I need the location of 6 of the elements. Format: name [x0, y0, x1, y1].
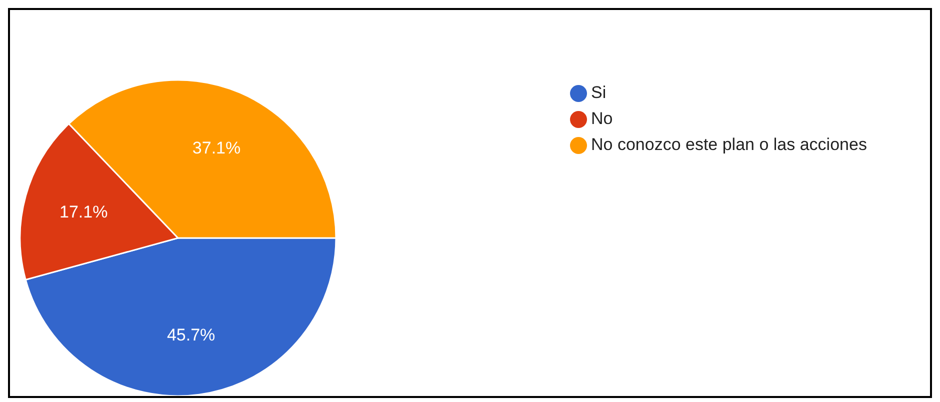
data-label: 17.1% [60, 202, 108, 222]
data-label: 37.1% [192, 138, 241, 158]
data-label: 45.7% [166, 326, 216, 345]
legend-label: No conozco este plan o las acciones [591, 135, 867, 154]
legend-label: No [591, 109, 613, 128]
legend-label: Si [591, 83, 606, 102]
